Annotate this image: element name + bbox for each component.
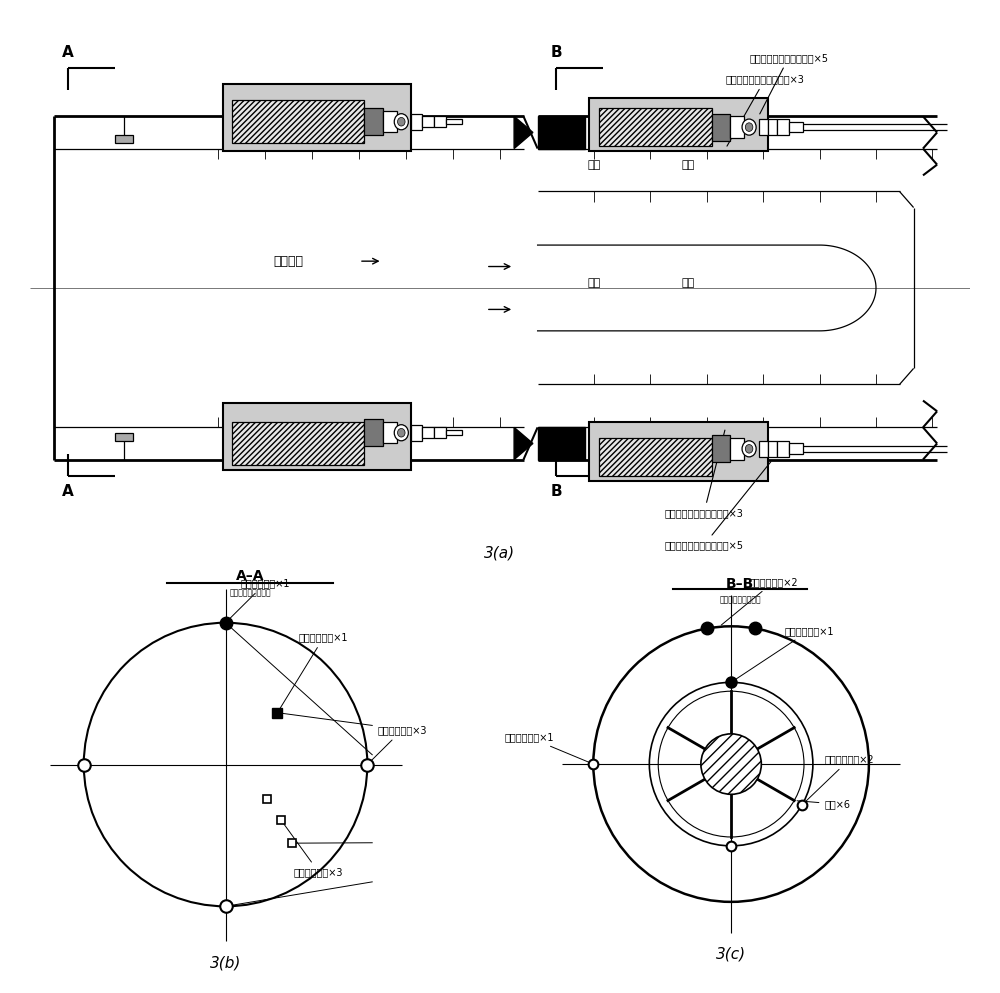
Bar <box>223 84 411 151</box>
Polygon shape <box>514 427 533 460</box>
Text: B: B <box>551 485 562 499</box>
Text: 外浵外壁面动态静压测点×5: 外浵外壁面动态静压测点×5 <box>749 53 828 114</box>
Text: 3(c): 3(c) <box>716 946 746 961</box>
Circle shape <box>742 119 756 135</box>
Text: 内浵外壁面动态静压测点×3: 内浵外壁面动态静压测点×3 <box>726 74 804 146</box>
Bar <box>768 119 777 135</box>
Bar <box>422 427 434 438</box>
Text: A: A <box>62 45 73 60</box>
Bar <box>382 422 397 444</box>
Text: 内浵: 内浵 <box>681 278 695 288</box>
Circle shape <box>745 123 753 131</box>
Bar <box>382 111 397 132</box>
Text: 外浵外壁面稳态静压测点×5: 外浵外壁面稳态静压测点×5 <box>664 462 771 550</box>
Text: 外浵: 外浵 <box>681 160 695 170</box>
Bar <box>434 427 446 438</box>
Bar <box>446 430 462 435</box>
Polygon shape <box>538 116 585 149</box>
Bar <box>115 135 133 143</box>
Bar <box>115 433 133 441</box>
Bar <box>599 108 712 146</box>
Bar <box>777 441 789 457</box>
Bar <box>712 435 730 463</box>
Circle shape <box>394 425 408 441</box>
Text: B: B <box>551 45 562 60</box>
Text: 稳态总压测点×1: 稳态总压测点×1 <box>504 733 591 763</box>
Bar <box>434 116 446 127</box>
Text: A–A: A–A <box>236 569 264 583</box>
Text: 稳态静压测点×3: 稳态静压测点×3 <box>369 725 427 763</box>
Circle shape <box>742 441 756 457</box>
Bar <box>768 441 777 457</box>
Bar <box>759 119 768 135</box>
Text: 气流方向: 气流方向 <box>274 254 304 268</box>
Bar <box>364 108 382 135</box>
Text: A: A <box>62 485 73 499</box>
Text: 测点位置分布示意图: 测点位置分布示意图 <box>229 589 271 598</box>
Bar <box>777 119 789 135</box>
Bar <box>759 441 768 457</box>
Text: 稳态总压测点×3: 稳态总压测点×3 <box>282 822 344 877</box>
Polygon shape <box>538 427 585 460</box>
Text: 动态静压测点×2: 动态静压测点×2 <box>721 577 799 625</box>
Bar <box>232 422 364 465</box>
Polygon shape <box>514 116 533 149</box>
Text: 测点位置分布示意图: 测点位置分布示意图 <box>719 595 761 604</box>
Text: 动态总压测点×1: 动态总压测点×1 <box>279 633 348 710</box>
Circle shape <box>394 113 408 130</box>
Bar <box>232 100 364 143</box>
Bar <box>589 422 768 481</box>
Circle shape <box>701 734 761 794</box>
Bar <box>789 444 803 454</box>
Text: 外浵: 外浵 <box>587 160 601 170</box>
Bar <box>422 116 434 127</box>
Text: B–B: B–B <box>726 577 754 592</box>
Bar <box>730 116 744 138</box>
Bar <box>589 97 768 151</box>
Text: 动态总压测点×1: 动态总压测点×1 <box>733 626 834 681</box>
Text: 内浵: 内浵 <box>587 278 601 288</box>
Bar <box>364 419 382 446</box>
Text: 稳态静压测点×2: 稳态静压测点×2 <box>804 755 874 803</box>
Bar <box>223 403 411 471</box>
Bar <box>411 425 422 441</box>
Text: 3(a): 3(a) <box>484 545 516 560</box>
Bar <box>789 122 803 132</box>
Bar <box>712 113 730 140</box>
Bar <box>446 119 462 124</box>
Circle shape <box>745 445 753 453</box>
Circle shape <box>398 117 405 126</box>
Bar <box>730 438 744 460</box>
Bar <box>411 113 422 130</box>
Text: 动态静压测点×1: 动态静压测点×1 <box>228 579 290 621</box>
Text: 支板×6: 支板×6 <box>797 799 850 809</box>
Text: 内浵外壁面稳态静压测点×3: 内浵外壁面稳态静压测点×3 <box>664 430 743 517</box>
Text: 3(b): 3(b) <box>210 955 241 970</box>
Bar <box>599 438 712 476</box>
Circle shape <box>398 428 405 437</box>
